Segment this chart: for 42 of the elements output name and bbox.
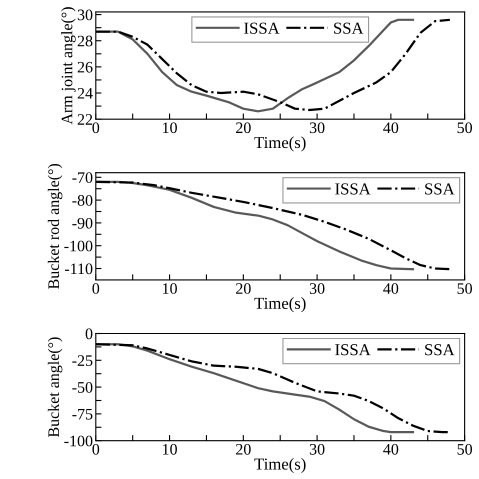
x-tick-label: 50 [458,444,472,455]
y-tick-label: -70 [72,172,92,183]
x-tick-label: 50 [458,283,472,294]
y-tick-label: 26 [78,62,93,73]
y-axis-title: Arm joint angle(°) [61,7,76,124]
y-tick-label: -100 [64,240,92,252]
x-tick-label: 30 [310,283,324,294]
y-tick-label: -80 [72,195,92,206]
y-tick-label: -90 [72,218,92,229]
legend-label: SSA [334,22,364,34]
x-tick-label: 50 [458,122,472,134]
x-tick-label: 20 [236,122,251,134]
x-tick-label: 40 [383,283,398,294]
x-tick-label: 20 [236,444,251,455]
x-axis-title: Time(s) [254,458,306,474]
x-axis-title: Time(s) [254,297,306,312]
y-axis-title: Bucket rod angle(°) [48,164,62,289]
legend-label: SSA [425,344,455,356]
y-tick-label: 22 [78,114,92,125]
x-tick-label: 10 [162,283,177,294]
y-tick-label: -100 [64,436,92,446]
legend-label: ISSA [335,344,371,356]
legend-label: ISSA [335,183,371,195]
x-tick-label: 40 [383,122,398,134]
x-tick-label: 20 [236,283,251,294]
y-tick-label: 24 [78,88,93,99]
legend-label: ISSA [244,22,280,34]
x-tick-label: 40 [383,444,398,455]
x-tick-label: 30 [310,444,324,455]
y-tick-label: 0 [86,328,92,340]
legend-label: SSA [425,183,455,195]
x-tick-label: 30 [310,122,324,134]
y-tick-label: -50 [72,382,92,393]
x-tick-label: 10 [162,122,177,134]
y-tick-label: -25 [72,355,92,366]
x-tick-label: 10 [162,444,177,455]
y-tick-label: 28 [78,36,92,46]
y-tick-label: -75 [72,408,92,420]
x-axis-title: Time(s) [254,136,306,152]
y-axis-title: Bucket angle(°) [48,337,62,438]
y-tick-label: -110 [64,263,92,274]
y-tick-label: 30 [78,10,92,20]
